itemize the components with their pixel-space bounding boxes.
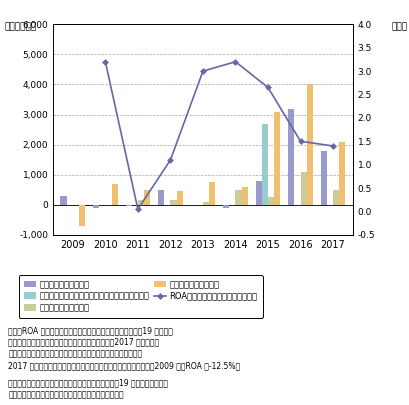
Bar <box>274 111 280 205</box>
Bar <box>267 197 274 205</box>
Text: 資料：中国上場集積回路関連企業のうち時価総額上余19 社の年度報告書お
よび中泰證券股份有限公司「証券研究報告」から作成。: 資料：中国上場集積回路関連企業のうち時価総額上余19 社の年度報告書お よび中泰… <box>8 379 168 399</box>
Bar <box>158 190 164 205</box>
Bar <box>235 190 241 205</box>
Bar <box>125 205 131 206</box>
Bar <box>338 142 345 205</box>
Bar <box>288 109 294 205</box>
Bar <box>170 200 176 205</box>
Bar <box>255 181 261 205</box>
Bar <box>79 205 85 226</box>
Bar <box>202 202 209 205</box>
Bar <box>144 190 150 205</box>
Bar <box>111 184 117 205</box>
Bar <box>241 187 247 205</box>
Bar <box>60 196 67 205</box>
Text: （百万ドル）: （百万ドル） <box>4 22 36 31</box>
Bar <box>222 205 229 208</box>
Bar <box>93 205 99 208</box>
Text: 備考：ROA は中国上場集積回路関連企業のうち時価総額上余19 社の営業
利益額の総和を総資産額の総和で除した値。なお、2017 年は会計基
準の変更により、営: 備考：ROA は中国上場集積回路関連企業のうち時価総額上余19 社の営業 利益額… <box>8 326 240 371</box>
Bar <box>209 182 215 205</box>
Bar <box>137 200 144 205</box>
Legend: 長期借入金（前年差）, 国家集積回路産業発展基金による投資額（単年）, 政府補助金額（単年）, 固定資産額（前年差）, ROA（総資産営業利益率）（右軸）: 長期借入金（前年差）, 国家集積回路産業発展基金による投資額（単年）, 政府補助… <box>18 275 262 318</box>
Bar <box>300 172 306 205</box>
Bar <box>176 191 182 205</box>
Bar <box>332 190 338 205</box>
Bar <box>261 124 267 205</box>
Bar <box>306 85 312 205</box>
Text: （％）: （％） <box>391 22 407 31</box>
Bar <box>320 151 326 205</box>
